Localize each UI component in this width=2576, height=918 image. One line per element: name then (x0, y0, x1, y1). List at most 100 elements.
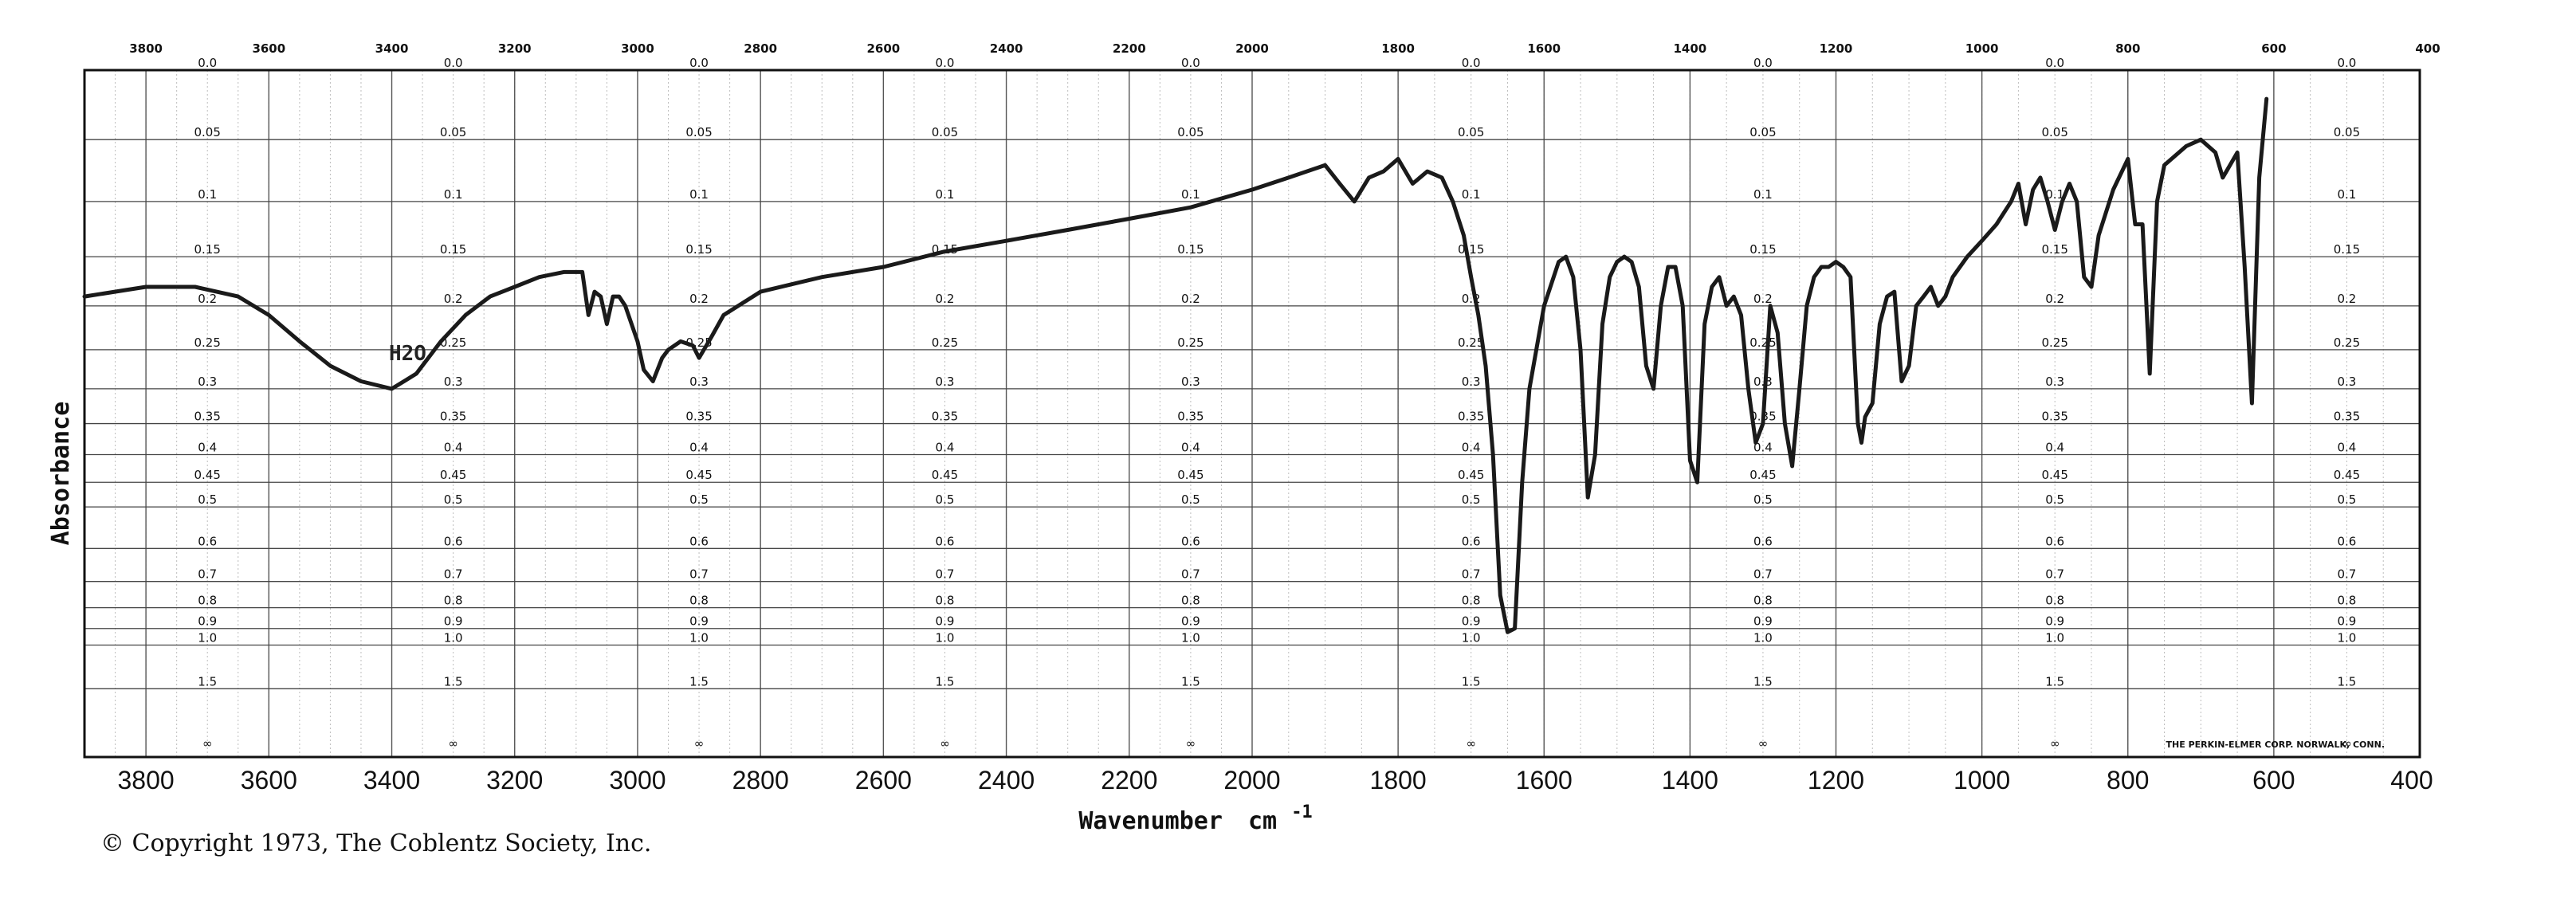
absorbance-tick-label: 0.1 (198, 187, 217, 202)
copyright-note: © Copyright 1973, The Coblentz Society, … (100, 830, 651, 857)
bottom-tick-label: 600 (2252, 766, 2295, 794)
absorbance-tick-label: 0.15 (440, 242, 466, 257)
x-axis-title-superscript: -1 (1291, 802, 1313, 822)
absorbance-tick-label: 0.6 (1462, 534, 1481, 548)
absorbance-tick-label: ∞ (2342, 736, 2352, 751)
absorbance-tick-label: ∞ (448, 736, 458, 751)
absorbance-tick-label: 0.5 (1181, 492, 1200, 507)
absorbance-tick-label: ∞ (940, 736, 950, 751)
absorbance-tick-label: 0.8 (936, 594, 955, 608)
absorbance-tick-label: 0.3 (2338, 375, 2357, 389)
bottom-tick-label: 400 (2390, 766, 2433, 794)
absorbance-tick-label: 0.25 (2334, 335, 2360, 350)
absorbance-tick-label: 0.8 (1462, 594, 1481, 608)
absorbance-tick-label: 1.0 (444, 630, 463, 645)
absorbance-tick-label: 0.15 (1177, 242, 1204, 257)
absorbance-tick-label: 0.9 (936, 614, 955, 629)
absorbance-tick-label: 0.4 (198, 441, 217, 455)
absorbance-tick-label: 0.0 (444, 56, 463, 70)
absorbance-tick-label: 0.15 (2041, 242, 2067, 257)
absorbance-tick-label: 0.6 (198, 534, 217, 548)
absorbance-tick-label: 0.9 (689, 614, 709, 629)
absorbance-tick-label: 0.9 (2045, 614, 2064, 629)
absorbance-tick-label: 0.35 (2334, 410, 2360, 424)
absorbance-tick-label: 0.05 (1177, 125, 1204, 139)
absorbance-tick-label: 0.25 (440, 335, 466, 350)
absorbance-tick-label: 0.35 (685, 410, 712, 424)
absorbance-tick-label: 0.0 (2045, 56, 2064, 70)
absorbance-tick-label: 0.45 (1458, 468, 1484, 482)
absorbance-tick-label: 0.25 (932, 335, 958, 350)
absorbance-tick-label: 0.25 (1749, 335, 1776, 350)
absorbance-tick-label: 0.2 (2045, 292, 2064, 306)
absorbance-tick-label: 0.7 (1181, 567, 1200, 582)
y-axis-title: Absorbance (47, 402, 75, 546)
absorbance-tick-label: 0.4 (1753, 441, 1773, 455)
absorbance-tick-label: 0.6 (1181, 534, 1200, 548)
absorbance-tick-label: 0.05 (2334, 125, 2360, 139)
absorbance-tick-label: 0.5 (198, 492, 217, 507)
absorbance-tick-label: 0.7 (1753, 567, 1773, 582)
absorbance-tick-label: 1.0 (1753, 630, 1773, 645)
absorbance-tick-label: 0.45 (932, 468, 958, 482)
absorbance-tick-label: ∞ (694, 736, 705, 751)
absorbance-tick-label: 0.15 (1749, 242, 1776, 257)
absorbance-tick-label: 1.5 (1753, 674, 1773, 688)
absorbance-tick-label: 0.1 (936, 187, 955, 202)
absorbance-tick-label: 0.0 (936, 56, 955, 70)
absorbance-tick-label: 0.8 (2338, 594, 2357, 608)
absorbance-tick-label: 0.5 (689, 492, 709, 507)
absorbance-tick-label: 0.1 (689, 187, 709, 202)
absorbance-tick-label: 0.1 (444, 187, 463, 202)
bottom-tick-label: 2600 (855, 766, 912, 794)
absorbance-tick-label: 0.2 (1753, 292, 1773, 306)
absorbance-tick-label: 0.8 (198, 594, 217, 608)
absorbance-tick-label: ∞ (2050, 736, 2060, 751)
absorbance-tick-label: 0.3 (444, 375, 463, 389)
absorbance-tick-label: 0.15 (1458, 242, 1484, 257)
absorbance-tick-label: 0.35 (2041, 410, 2067, 424)
absorbance-tick-label: 0.2 (2338, 292, 2357, 306)
absorbance-tick-label: 0.8 (444, 594, 463, 608)
absorbance-tick-label: 1.0 (689, 630, 709, 645)
absorbance-tick-label: 1.5 (2045, 674, 2064, 688)
bottom-tick-label: 1200 (1808, 766, 1864, 794)
absorbance-tick-label: 0.7 (689, 567, 709, 582)
plot-frame (83, 69, 2421, 759)
absorbance-tick-label: 0.05 (194, 125, 221, 139)
absorbance-tick-label: 1.0 (2045, 630, 2064, 645)
bottom-tick-label: 3800 (118, 766, 175, 794)
absorbance-tick-label: 0.5 (936, 492, 955, 507)
absorbance-tick-label: ∞ (202, 736, 213, 751)
absorbance-tick-label: 0.0 (689, 56, 709, 70)
absorbance-tick-label: 0.8 (1753, 594, 1773, 608)
top-tick-label: 2400 (990, 41, 1023, 56)
top-tick-label: 3600 (252, 41, 285, 56)
absorbance-tick-label: 0.7 (1462, 567, 1481, 582)
absorbance-tick-label: 0.6 (1753, 534, 1773, 548)
absorbance-tick-label: 0.3 (1753, 375, 1773, 389)
spectrum-line (82, 96, 2269, 634)
absorbance-tick-label: 0.3 (2045, 375, 2064, 389)
absorbance-tick-label: 0.6 (2338, 534, 2357, 548)
bottom-tick-label: 2000 (1223, 766, 1280, 794)
absorbance-tick-label: 0.4 (2045, 441, 2064, 455)
absorbance-tick-label: 0.2 (198, 292, 217, 306)
top-tick-label: 1000 (1965, 41, 1999, 56)
absorbance-tick-label: 0.45 (2041, 468, 2067, 482)
bottom-tick-label: 2800 (732, 766, 789, 794)
absorbance-tick-label: 0.05 (685, 125, 712, 139)
maker-note: THE PERKIN-ELMER CORP. NORWALK, CONN. (2166, 740, 2385, 750)
bottom-tick-label: 1800 (1370, 766, 1427, 794)
absorbance-tick-label: 0.2 (444, 292, 463, 306)
absorbance-tick-label: 0.6 (689, 534, 709, 548)
x-axis-title-main: Wavenumber (1078, 807, 1223, 835)
absorbance-tick-label: 0.3 (198, 375, 217, 389)
top-tick-label: 3800 (129, 41, 163, 56)
top-tick-label: 2200 (1113, 41, 1146, 56)
absorbance-tick-label: 0.6 (936, 534, 955, 548)
absorbance-tick-label: 1.5 (444, 674, 463, 688)
top-tick-label: 1800 (1381, 41, 1415, 56)
absorbance-tick-label: 0.9 (2338, 614, 2357, 629)
